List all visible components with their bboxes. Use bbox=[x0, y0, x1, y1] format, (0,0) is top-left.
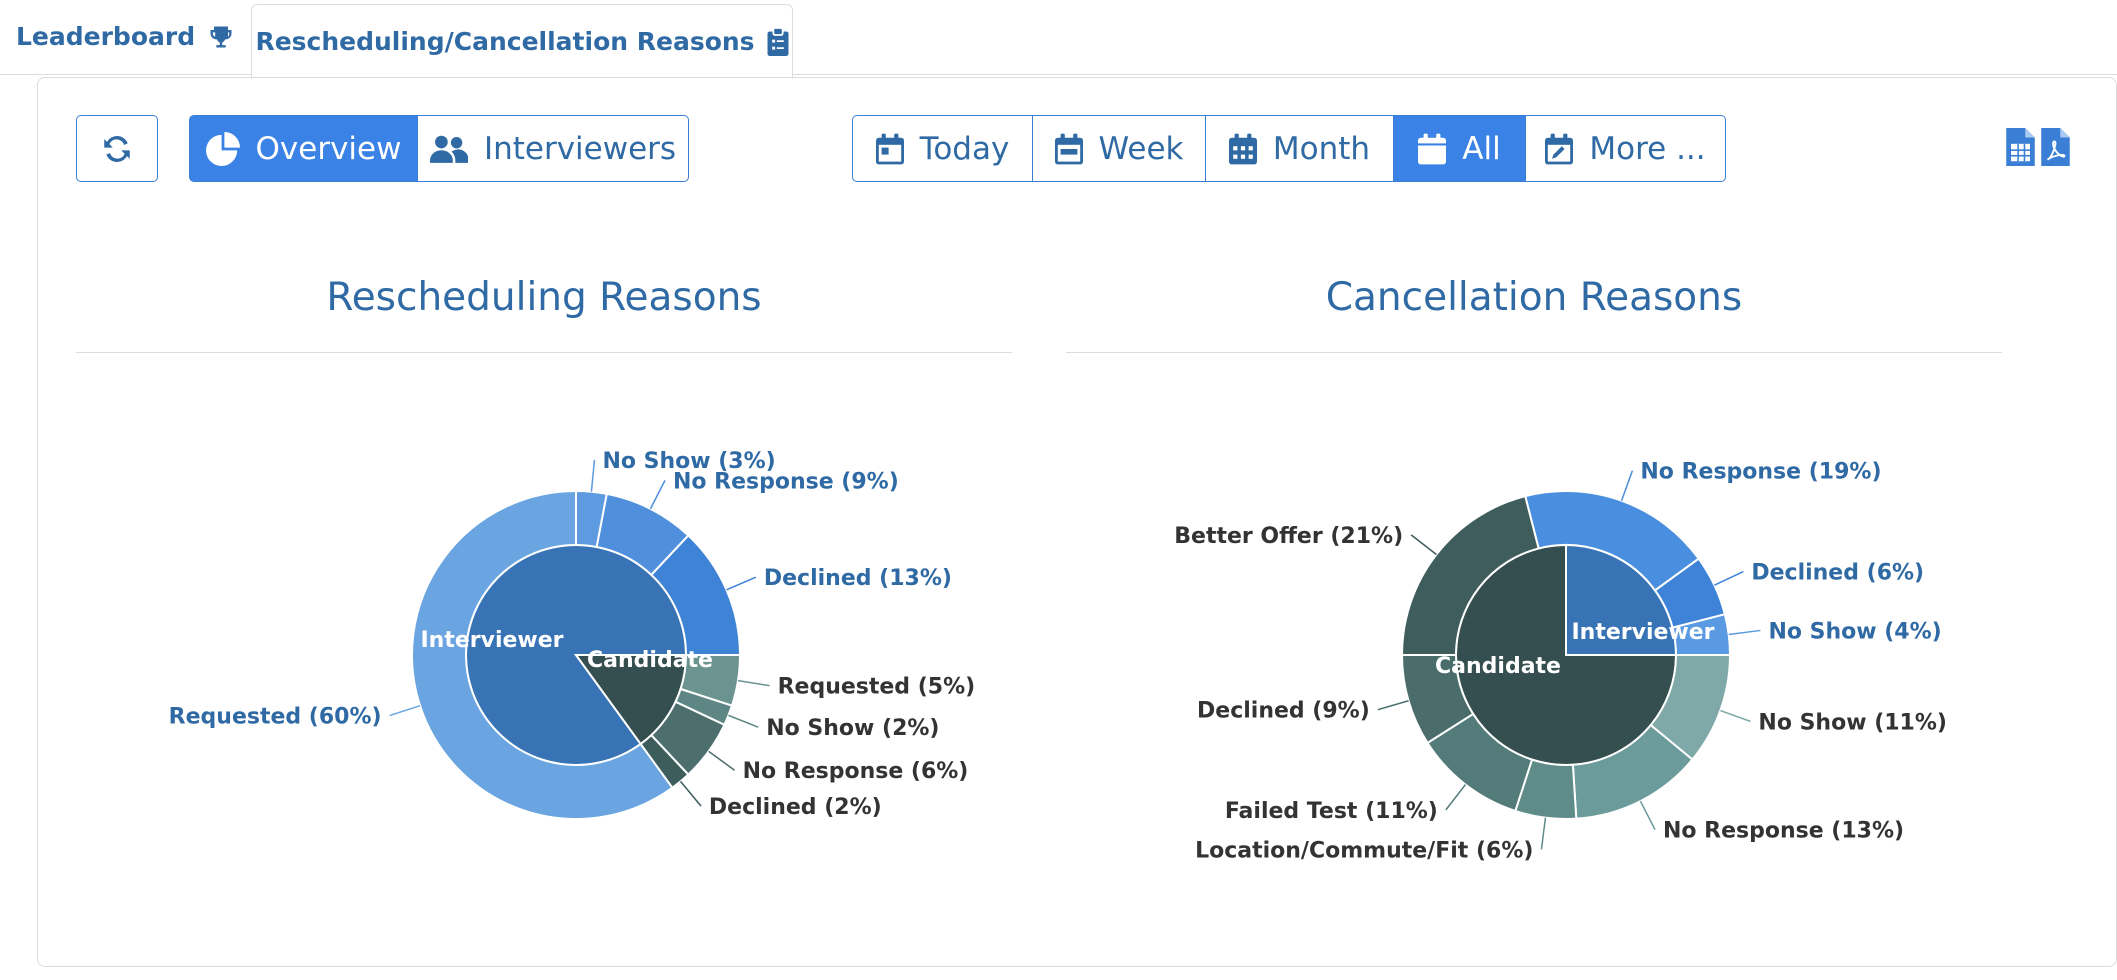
label-connector bbox=[679, 780, 702, 807]
cancellation-title: Cancellation Reasons bbox=[1325, 275, 1743, 320]
slice-label: No Show (11%) bbox=[1758, 710, 1947, 735]
tab-leaderboard[interactable]: Leaderboard bbox=[16, 0, 235, 73]
overview-label: Overview bbox=[255, 130, 402, 167]
more-label: More ... bbox=[1589, 130, 1706, 167]
slice-label: Location/Commute/Fit (6%) bbox=[1195, 838, 1533, 863]
outer-slice-no-response-19[interactable] bbox=[1523, 489, 1701, 592]
label-connector bbox=[1445, 784, 1467, 811]
label-connector bbox=[1620, 470, 1634, 501]
all-label: All bbox=[1462, 130, 1501, 167]
label-connector bbox=[737, 679, 770, 687]
slice-label: No Response (13%) bbox=[1663, 819, 1904, 844]
inner-label-interviewer: Interviewer bbox=[1571, 620, 1714, 645]
calendar-edit-icon bbox=[1545, 133, 1574, 165]
slice-label: No Response (9%) bbox=[673, 469, 899, 494]
clipboard-list-icon bbox=[767, 27, 789, 56]
week-label: Week bbox=[1098, 130, 1184, 167]
tab-bar: Leaderboard Rescheduling/Cancellation Re… bbox=[0, 0, 2117, 79]
slice-label: Declined (6%) bbox=[1751, 561, 1924, 586]
inner-label-candidate: Candidate bbox=[1435, 654, 1561, 679]
label-connector bbox=[1410, 534, 1437, 556]
tab-reasons[interactable]: Rescheduling/Cancellation Reasons bbox=[251, 4, 793, 79]
calendar-day-icon bbox=[875, 133, 904, 165]
label-connector bbox=[1714, 570, 1744, 586]
slice-label: Requested (60%) bbox=[169, 705, 382, 730]
label-connector bbox=[1720, 709, 1751, 723]
label-connector bbox=[1728, 629, 1761, 636]
month-button[interactable]: Month bbox=[1205, 115, 1394, 182]
inner-label-interviewer: Interviewer bbox=[420, 628, 563, 653]
label-connector bbox=[726, 576, 757, 591]
divider bbox=[76, 352, 1012, 353]
tab-label: Leaderboard bbox=[16, 22, 196, 51]
label-connector bbox=[649, 480, 666, 510]
label-connector bbox=[1639, 800, 1656, 830]
interviewers-label: Interviewers bbox=[483, 130, 677, 167]
rescheduling-chart: Declined (13%) No Response (9%)No Show (3… bbox=[169, 449, 975, 820]
slice-label: Requested (5%) bbox=[778, 675, 976, 700]
outer-slice-declined-2[interactable] bbox=[639, 733, 690, 790]
outer-slice-better-offer-21[interactable] bbox=[1400, 494, 1540, 656]
label-connector bbox=[590, 459, 596, 492]
divider bbox=[1066, 352, 2002, 353]
outer-slice-requested-60[interactable] bbox=[411, 489, 674, 820]
slice-label: No Show (4%) bbox=[1768, 619, 1941, 644]
slice-label: Better Offer (21%) bbox=[1174, 524, 1403, 549]
week-button[interactable]: Week bbox=[1032, 115, 1206, 182]
export-group bbox=[2006, 128, 2070, 166]
calendar-all-icon bbox=[1418, 133, 1447, 165]
file-pdf-icon[interactable] bbox=[2041, 128, 2070, 166]
file-excel-icon[interactable] bbox=[2006, 128, 2035, 166]
inner-label-candidate: Candidate bbox=[587, 648, 713, 673]
slice-label: Declined (2%) bbox=[709, 795, 882, 820]
refresh-icon bbox=[100, 132, 134, 166]
label-connector bbox=[1540, 817, 1547, 850]
tab-label: Rescheduling/Cancellation Reasons bbox=[255, 27, 755, 56]
calendar-week-icon bbox=[1054, 133, 1083, 165]
outer-slice-declined-6[interactable] bbox=[1653, 557, 1727, 629]
refresh-button[interactable] bbox=[76, 115, 158, 182]
outer-slice-no-response-9[interactable] bbox=[595, 492, 690, 577]
interviewers-button[interactable]: Interviewers bbox=[417, 115, 689, 182]
trophy-icon bbox=[207, 23, 235, 51]
slice-label: Declined (13%) bbox=[764, 566, 952, 591]
slice-label: Failed Test (11%) bbox=[1225, 799, 1438, 824]
slice-label: No Response (6%) bbox=[743, 759, 969, 784]
slice-label: No Show (2%) bbox=[766, 716, 939, 741]
month-label: Month bbox=[1272, 130, 1371, 167]
label-connector bbox=[389, 704, 421, 717]
overview-button[interactable]: Overview bbox=[189, 115, 418, 182]
pie-chart-icon bbox=[205, 131, 240, 166]
more-button[interactable]: More ... bbox=[1525, 115, 1726, 182]
label-connector bbox=[708, 750, 736, 771]
all-button[interactable]: All bbox=[1393, 115, 1526, 182]
label-connector bbox=[728, 714, 759, 728]
calendar-icon bbox=[1228, 133, 1257, 165]
rescheduling-title: Rescheduling Reasons bbox=[326, 275, 762, 320]
label-connector bbox=[1377, 700, 1409, 711]
today-button[interactable]: Today bbox=[852, 115, 1033, 182]
slice-label: Declined (9%) bbox=[1197, 699, 1370, 724]
outer-slice-no-show-3[interactable] bbox=[575, 489, 608, 549]
cancellation-chart: No Show (4%) Declined (6%) No Response (19… bbox=[1174, 460, 1947, 864]
users-icon bbox=[429, 134, 468, 164]
slice-label: No Response (19%) bbox=[1640, 460, 1881, 485]
today-label: Today bbox=[919, 130, 1010, 167]
slice-label: No Show (3%) bbox=[602, 449, 775, 474]
